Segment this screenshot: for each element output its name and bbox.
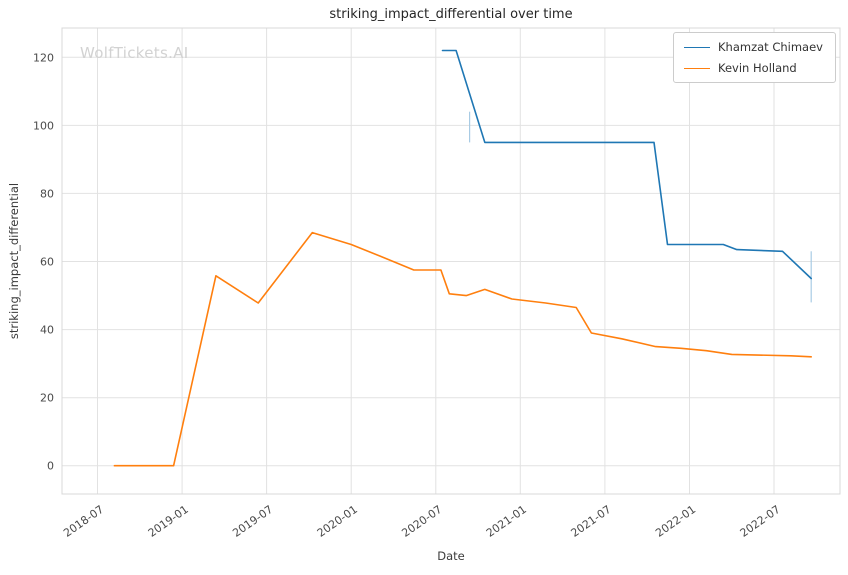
svg-text:80: 80 xyxy=(40,187,54,200)
svg-text:2022-01: 2022-01 xyxy=(653,503,698,540)
legend-line-swatch-orange xyxy=(684,67,711,69)
svg-text:2019-07: 2019-07 xyxy=(230,503,275,540)
svg-text:2020-01: 2020-01 xyxy=(315,503,360,540)
svg-text:60: 60 xyxy=(40,256,54,269)
svg-text:120: 120 xyxy=(33,51,54,64)
legend-item-khamzat-chimaev: Khamzat Chimaev xyxy=(684,40,823,54)
svg-text:2021-07: 2021-07 xyxy=(569,503,614,540)
svg-text:2020-07: 2020-07 xyxy=(399,503,444,540)
svg-text:2021-01: 2021-01 xyxy=(484,503,529,540)
x-axis-label: Date xyxy=(437,549,465,563)
legend-label: Khamzat Chimaev xyxy=(718,40,823,54)
legend-line-swatch-blue xyxy=(684,46,711,48)
svg-text:20: 20 xyxy=(40,392,54,405)
svg-text:2019-01: 2019-01 xyxy=(146,503,191,540)
svg-text:2018-07: 2018-07 xyxy=(61,503,106,540)
legend: Khamzat Chimaev Kevin Holland xyxy=(673,32,836,83)
svg-text:100: 100 xyxy=(33,119,54,132)
legend-item-kevin-holland: Kevin Holland xyxy=(684,61,823,75)
watermark: WolfTickets.AI xyxy=(80,44,189,62)
svg-text:2022-07: 2022-07 xyxy=(738,503,783,540)
chart-title: striking_impact_differential over time xyxy=(329,7,573,22)
legend-label: Kevin Holland xyxy=(718,61,797,75)
y-axis-label: striking_impact_differential xyxy=(7,182,21,340)
svg-text:40: 40 xyxy=(40,324,54,337)
svg-text:0: 0 xyxy=(47,460,54,473)
